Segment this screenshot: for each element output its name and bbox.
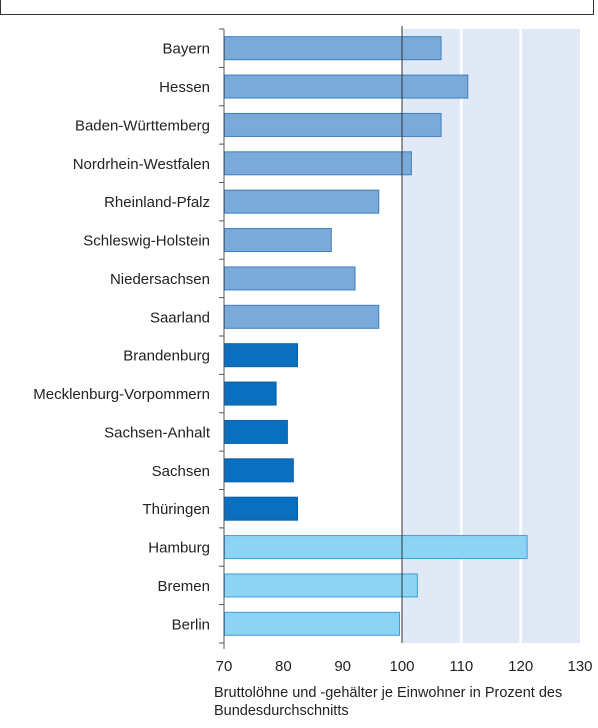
category-label-2: Baden-Württemberg <box>75 117 210 134</box>
category-label-4: Rheinland-Pfalz <box>104 194 210 211</box>
category-label-15: Berlin <box>172 616 210 633</box>
x-tick-labels: 70 80 90 100 110 120 130 <box>216 658 593 675</box>
bar-11 <box>224 458 294 483</box>
category-label-5: Schleswig-Holstein <box>83 233 210 250</box>
bar-chart: Bayern Hessen Baden-Württemberg Nordrhein-W… <box>33 26 593 675</box>
category-label-0: Bayern <box>162 41 210 58</box>
top-frame-border <box>0 0 594 15</box>
bar-4 <box>224 189 380 214</box>
bar-5 <box>224 228 332 253</box>
x-tick-label-110: 110 <box>449 658 473 675</box>
category-label-13: Hamburg <box>148 540 210 557</box>
bar-1 <box>224 74 469 99</box>
x-tick-label-80: 80 <box>275 658 292 675</box>
x-tick-label-120: 120 <box>508 658 533 675</box>
bar-10 <box>224 419 288 444</box>
x-tick-label-100: 100 <box>389 658 414 675</box>
bar-6 <box>224 266 356 291</box>
category-label-3: Nordrhein-Westfalen <box>73 156 210 173</box>
bar-9 <box>224 381 277 406</box>
bar-0 <box>224 36 442 61</box>
bar-13 <box>224 535 528 560</box>
x-tick-label-90: 90 <box>334 658 351 675</box>
category-label-14: Bremen <box>157 578 210 595</box>
category-label-6: Niedersachsen <box>110 271 210 288</box>
category-label-12: Thüringen <box>142 501 210 518</box>
category-label-10: Sachsen-Anhalt <box>104 424 211 441</box>
category-label-8: Brandenburg <box>123 348 210 365</box>
category-labels: Bayern Hessen Baden-Württemberg Nordrhein-W… <box>33 41 211 634</box>
bar-12 <box>224 496 298 521</box>
bar-14 <box>224 573 418 598</box>
category-label-1: Hessen <box>159 79 210 96</box>
bar-3 <box>224 151 412 176</box>
bar-15 <box>224 611 401 636</box>
x-axis-title: Bruttolöhne und -gehälter je Einwohner i… <box>214 685 563 719</box>
bar-2 <box>224 112 442 137</box>
bar-7 <box>224 304 380 329</box>
x-tick-label-70: 70 <box>216 658 233 675</box>
x-axis <box>219 28 225 649</box>
bar-8 <box>224 343 298 368</box>
x-tick-label-130: 130 <box>567 658 592 675</box>
category-label-11: Sachsen <box>152 463 210 480</box>
category-label-9: Mecklenburg-Vorpommern <box>33 386 210 403</box>
category-label-7: Saarland <box>150 309 210 326</box>
